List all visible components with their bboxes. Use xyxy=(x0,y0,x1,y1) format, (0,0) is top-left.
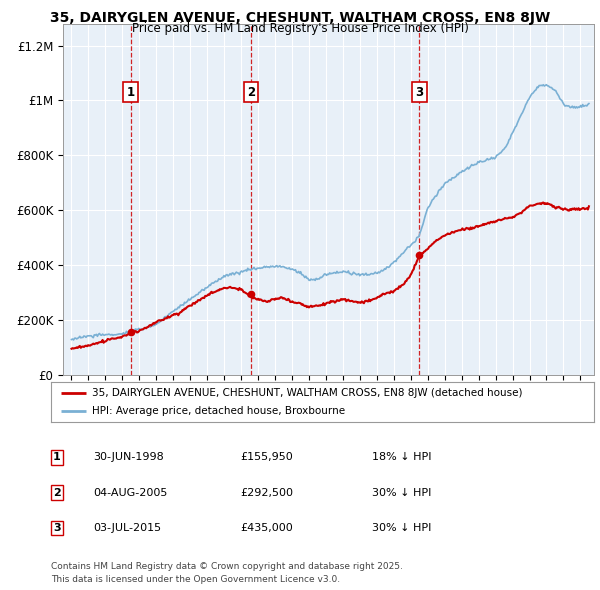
Text: Contains HM Land Registry data © Crown copyright and database right 2025.: Contains HM Land Registry data © Crown c… xyxy=(51,562,403,571)
Text: 18% ↓ HPI: 18% ↓ HPI xyxy=(372,453,431,462)
Text: 30-JUN-1998: 30-JUN-1998 xyxy=(93,453,164,462)
Text: 3: 3 xyxy=(53,523,61,533)
Text: £435,000: £435,000 xyxy=(240,523,293,533)
Text: 04-AUG-2005: 04-AUG-2005 xyxy=(93,488,167,497)
Text: £155,950: £155,950 xyxy=(240,453,293,462)
Text: 30% ↓ HPI: 30% ↓ HPI xyxy=(372,523,431,533)
Text: £292,500: £292,500 xyxy=(240,488,293,497)
Text: 30% ↓ HPI: 30% ↓ HPI xyxy=(372,488,431,497)
Text: 3: 3 xyxy=(415,86,424,99)
Text: 2: 2 xyxy=(53,488,61,497)
Text: 1: 1 xyxy=(127,86,135,99)
Text: 03-JUL-2015: 03-JUL-2015 xyxy=(93,523,161,533)
Text: This data is licensed under the Open Government Licence v3.0.: This data is licensed under the Open Gov… xyxy=(51,575,340,584)
Text: 1: 1 xyxy=(53,453,61,462)
Text: HPI: Average price, detached house, Broxbourne: HPI: Average price, detached house, Brox… xyxy=(92,406,345,416)
Text: 35, DAIRYGLEN AVENUE, CHESHUNT, WALTHAM CROSS, EN8 8JW: 35, DAIRYGLEN AVENUE, CHESHUNT, WALTHAM … xyxy=(50,11,550,25)
Text: 35, DAIRYGLEN AVENUE, CHESHUNT, WALTHAM CROSS, EN8 8JW (detached house): 35, DAIRYGLEN AVENUE, CHESHUNT, WALTHAM … xyxy=(92,388,522,398)
Text: Price paid vs. HM Land Registry's House Price Index (HPI): Price paid vs. HM Land Registry's House … xyxy=(131,22,469,35)
Text: 2: 2 xyxy=(247,86,255,99)
